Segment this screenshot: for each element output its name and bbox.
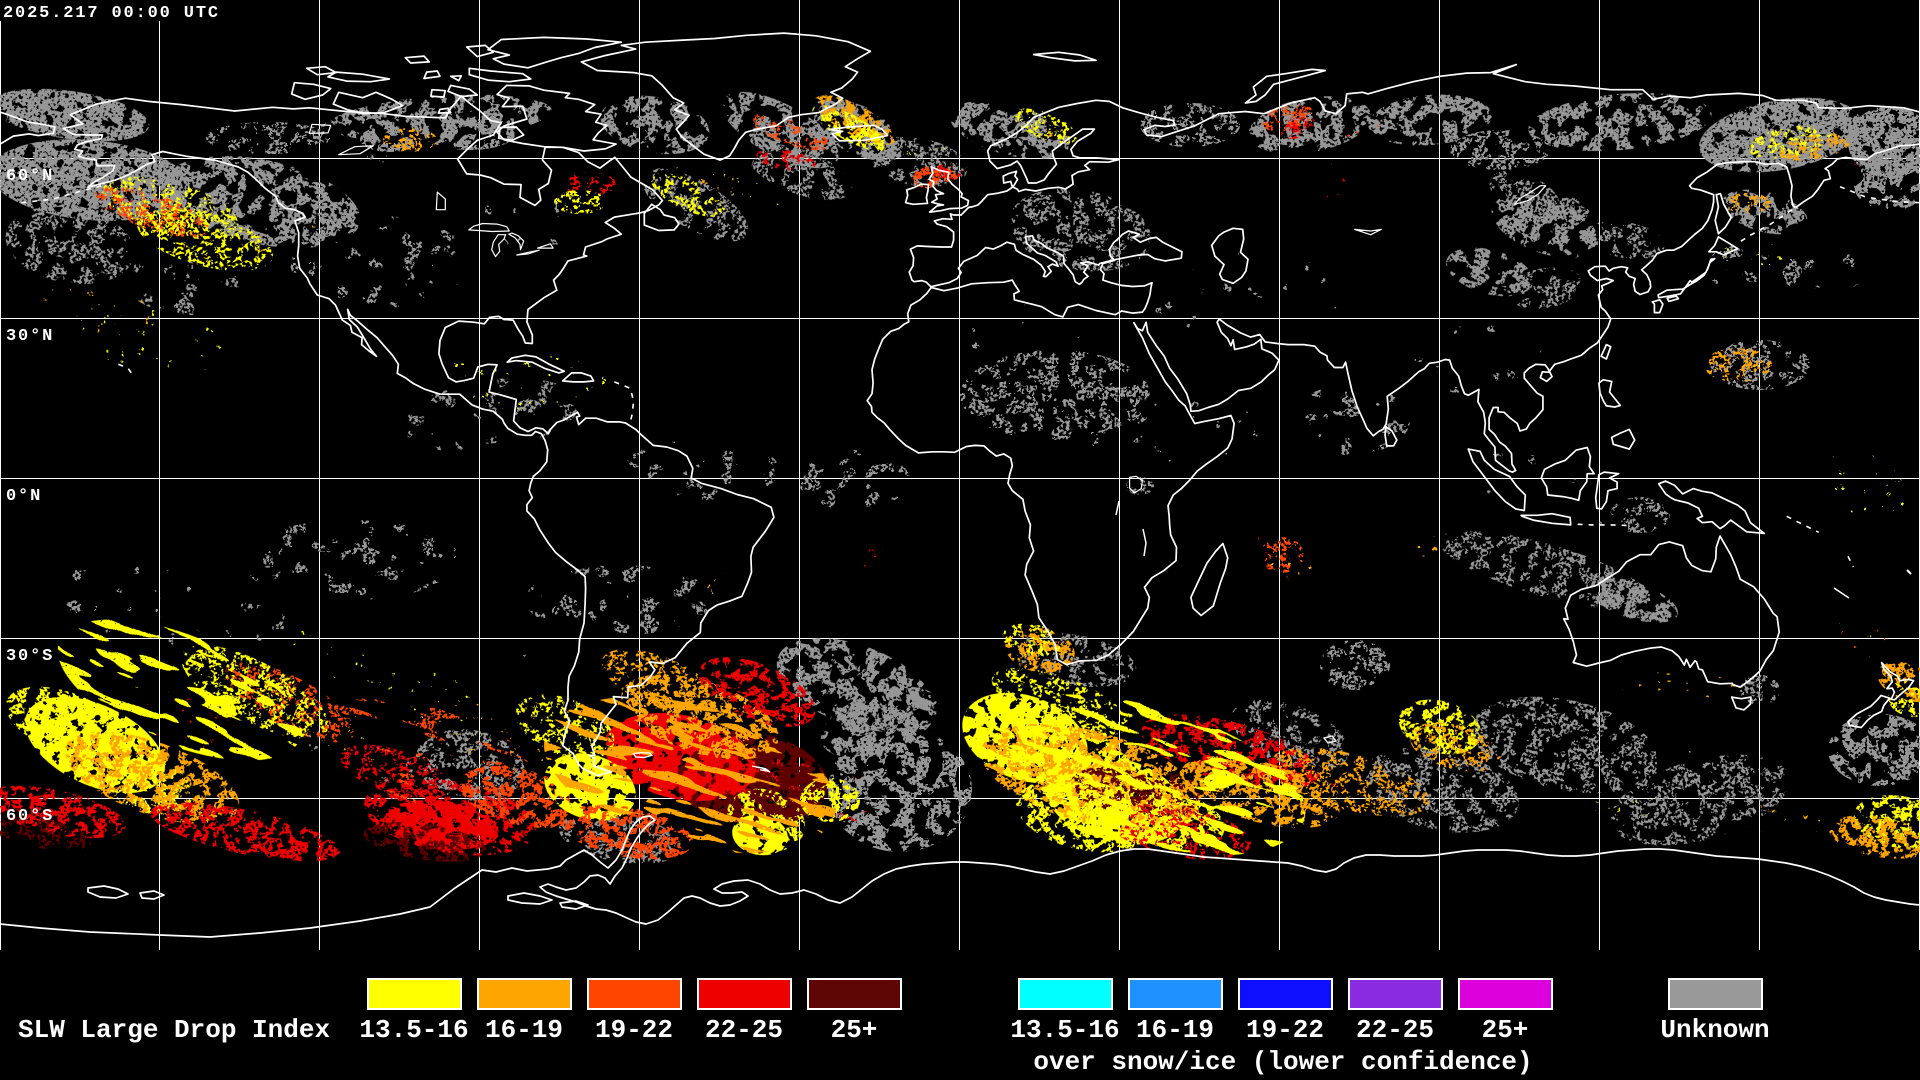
svg-text:Unknown: Unknown <box>1660 1015 1769 1045</box>
svg-text:25+: 25+ <box>831 1015 878 1045</box>
svg-text:16-19: 16-19 <box>485 1015 563 1045</box>
svg-text:2025.217 00:00 UTC: 2025.217 00:00 UTC <box>3 4 220 23</box>
svg-text:over snow/ice (lower confidenc: over snow/ice (lower confidence) <box>1033 1047 1532 1077</box>
svg-text:30°N: 30°N <box>6 327 54 346</box>
svg-text:0°N: 0°N <box>6 487 42 506</box>
svg-text:60°S: 60°S <box>6 807 54 826</box>
svg-text:19-22: 19-22 <box>595 1015 673 1045</box>
svg-text:30°S: 30°S <box>6 647 54 666</box>
svg-text:22-25: 22-25 <box>705 1015 783 1045</box>
svg-text:SLW Large Drop Index: SLW Large Drop Index <box>18 1015 330 1045</box>
svg-text:13.5-16: 13.5-16 <box>1010 1015 1119 1045</box>
svg-text:22-25: 22-25 <box>1356 1015 1434 1045</box>
svg-text:13.5-16: 13.5-16 <box>359 1015 468 1045</box>
svg-text:19-22: 19-22 <box>1246 1015 1324 1045</box>
svg-text:60°N: 60°N <box>6 167 54 186</box>
svg-text:16-19: 16-19 <box>1136 1015 1214 1045</box>
svg-text:25+: 25+ <box>1482 1015 1529 1045</box>
